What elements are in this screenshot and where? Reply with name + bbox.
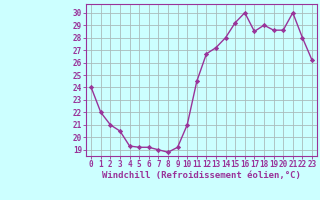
X-axis label: Windchill (Refroidissement éolien,°C): Windchill (Refroidissement éolien,°C)	[102, 171, 301, 180]
